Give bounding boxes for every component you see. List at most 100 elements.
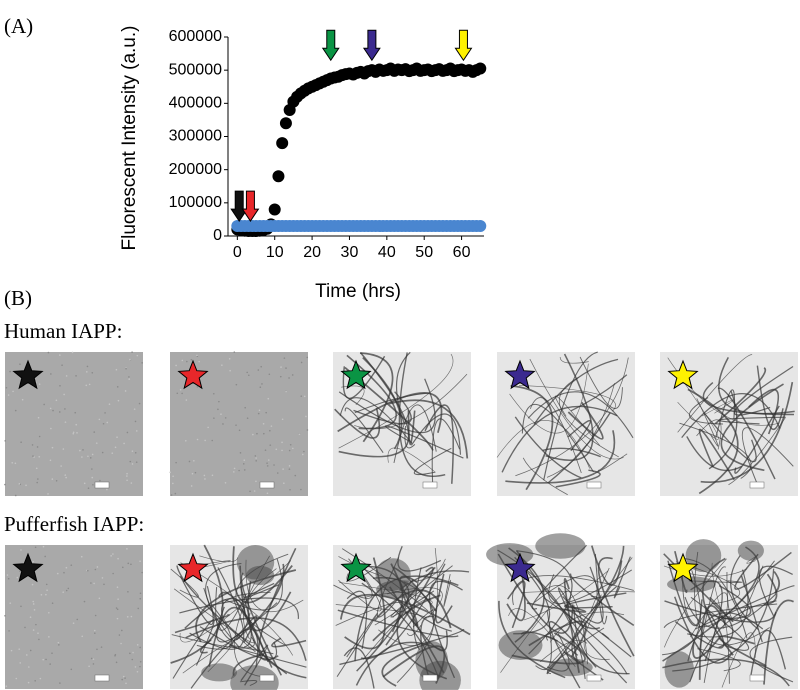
grain	[48, 636, 50, 638]
grain	[228, 358, 231, 360]
grain	[132, 651, 134, 654]
time-arrow	[454, 29, 473, 62]
fibril	[700, 382, 794, 484]
fibril	[613, 556, 631, 599]
scale-bar	[94, 674, 110, 682]
fibril	[697, 648, 741, 672]
grain	[80, 555, 83, 558]
fibril	[170, 544, 224, 664]
micrograph	[170, 544, 308, 690]
grain	[134, 420, 137, 423]
fibril	[559, 377, 619, 458]
clump	[375, 558, 411, 591]
fibril	[509, 363, 589, 434]
grain	[288, 468, 291, 470]
grain	[67, 587, 70, 590]
grain	[238, 429, 241, 432]
fibril	[687, 388, 739, 495]
grain	[130, 615, 133, 618]
clump	[667, 576, 716, 593]
grain	[127, 590, 129, 593]
star	[12, 552, 44, 583]
grain	[38, 435, 41, 438]
grain	[35, 623, 37, 626]
grain	[12, 390, 14, 393]
grain	[134, 666, 137, 668]
fibril	[717, 387, 776, 480]
fibril	[338, 353, 454, 449]
grain	[94, 632, 96, 634]
grain	[45, 658, 47, 661]
grain	[222, 423, 224, 425]
grain	[40, 593, 43, 596]
grain	[8, 630, 10, 632]
fibril	[199, 626, 278, 660]
grain	[283, 357, 286, 359]
fibril	[232, 546, 293, 604]
grain	[126, 615, 129, 618]
grain	[114, 446, 117, 449]
grain	[116, 586, 119, 589]
grain	[51, 446, 54, 449]
fibril	[521, 403, 594, 473]
grain	[238, 469, 240, 472]
micrograph	[169, 351, 309, 496]
grain	[52, 409, 54, 412]
row-label: Human IAPP:	[4, 319, 122, 343]
fibril	[583, 557, 633, 660]
fibril	[228, 615, 258, 648]
fibril	[728, 417, 786, 486]
star	[177, 552, 209, 583]
grain	[11, 461, 14, 464]
grain	[263, 432, 265, 435]
grain	[91, 476, 94, 479]
grain	[139, 665, 141, 668]
clump	[664, 651, 694, 688]
fibril	[750, 629, 787, 675]
grain	[44, 555, 46, 558]
grain	[259, 386, 262, 389]
grain	[72, 622, 75, 624]
grain	[106, 421, 109, 424]
fibril	[359, 352, 394, 443]
grain	[305, 415, 307, 418]
grain	[49, 663, 51, 665]
grain	[56, 572, 59, 575]
fibril	[362, 567, 452, 632]
grain	[268, 373, 271, 376]
fibril	[694, 585, 795, 630]
grain	[117, 399, 120, 402]
grain	[91, 468, 93, 470]
grain	[129, 460, 132, 463]
fibril	[730, 555, 759, 631]
fibril	[715, 389, 736, 438]
grain	[90, 657, 93, 660]
grain	[269, 429, 271, 432]
grain	[65, 589, 68, 592]
grain	[86, 569, 89, 572]
grain	[91, 453, 94, 456]
y-tick-label: 600000	[169, 28, 222, 45]
grain	[128, 376, 130, 378]
grain	[62, 448, 65, 450]
grain	[58, 644, 60, 646]
grain	[25, 484, 27, 487]
star	[667, 552, 699, 583]
grain	[100, 646, 103, 648]
grain	[279, 375, 282, 378]
grain	[303, 395, 306, 398]
grain	[139, 597, 142, 600]
fibril	[354, 392, 430, 414]
grain	[36, 446, 39, 448]
grain	[116, 386, 119, 388]
grain	[94, 614, 97, 617]
data-point	[474, 220, 487, 233]
grain	[191, 472, 194, 475]
fibril	[718, 357, 795, 415]
fibril	[591, 545, 623, 586]
fibril	[543, 351, 598, 481]
fibril	[505, 430, 616, 484]
grain	[71, 351, 74, 354]
series	[231, 62, 487, 238]
fibril	[522, 457, 568, 496]
